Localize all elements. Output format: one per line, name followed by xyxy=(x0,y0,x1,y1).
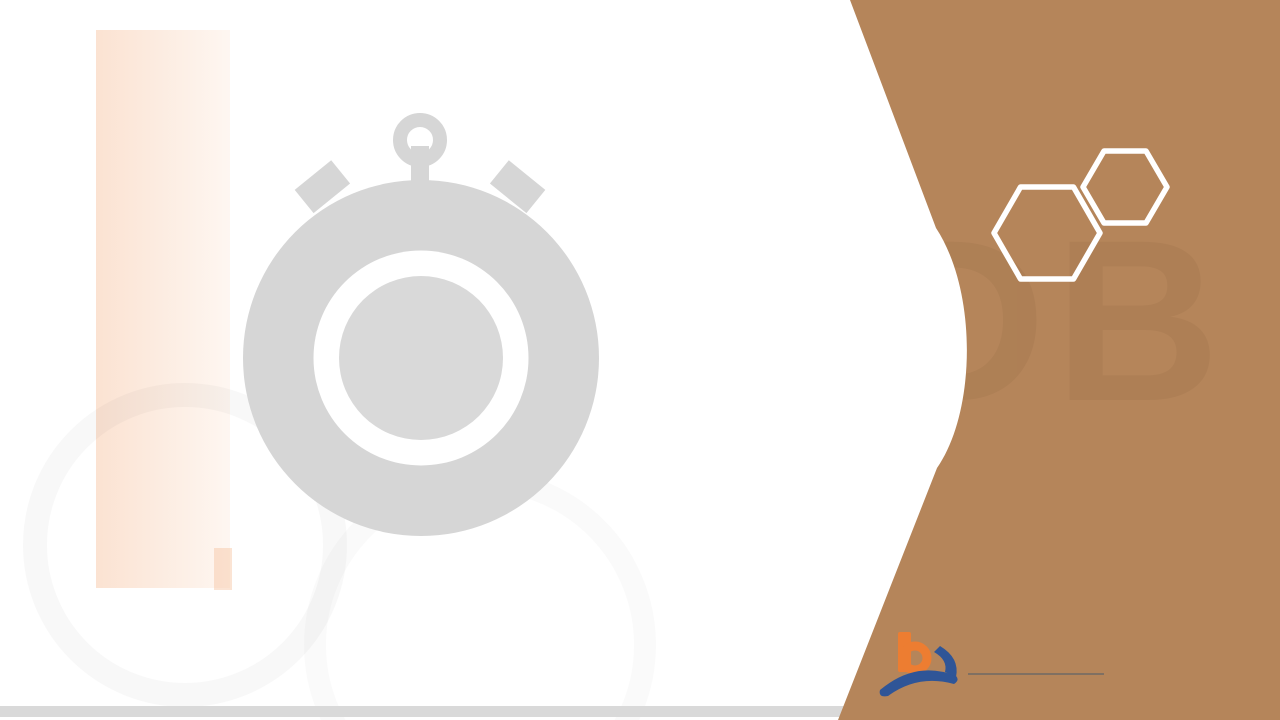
logo-d-curve xyxy=(934,646,957,677)
stopwatch-left-button xyxy=(294,160,351,214)
side-panel-shape xyxy=(838,0,1280,720)
hexagon-2027 xyxy=(991,184,1103,282)
footer-strip xyxy=(0,706,860,717)
stopwatch-right-button xyxy=(489,160,546,214)
databridge-logo xyxy=(879,632,1104,697)
side-panel-title xyxy=(930,14,1266,41)
logo-swoosh xyxy=(879,670,958,697)
year-hexagons xyxy=(991,148,1170,282)
hexagon-2020 xyxy=(1080,148,1170,226)
donut-center-disc xyxy=(339,276,503,440)
brand-text xyxy=(990,303,1262,334)
stopwatch-stem xyxy=(411,146,429,190)
logo-b-bowl xyxy=(898,641,932,675)
